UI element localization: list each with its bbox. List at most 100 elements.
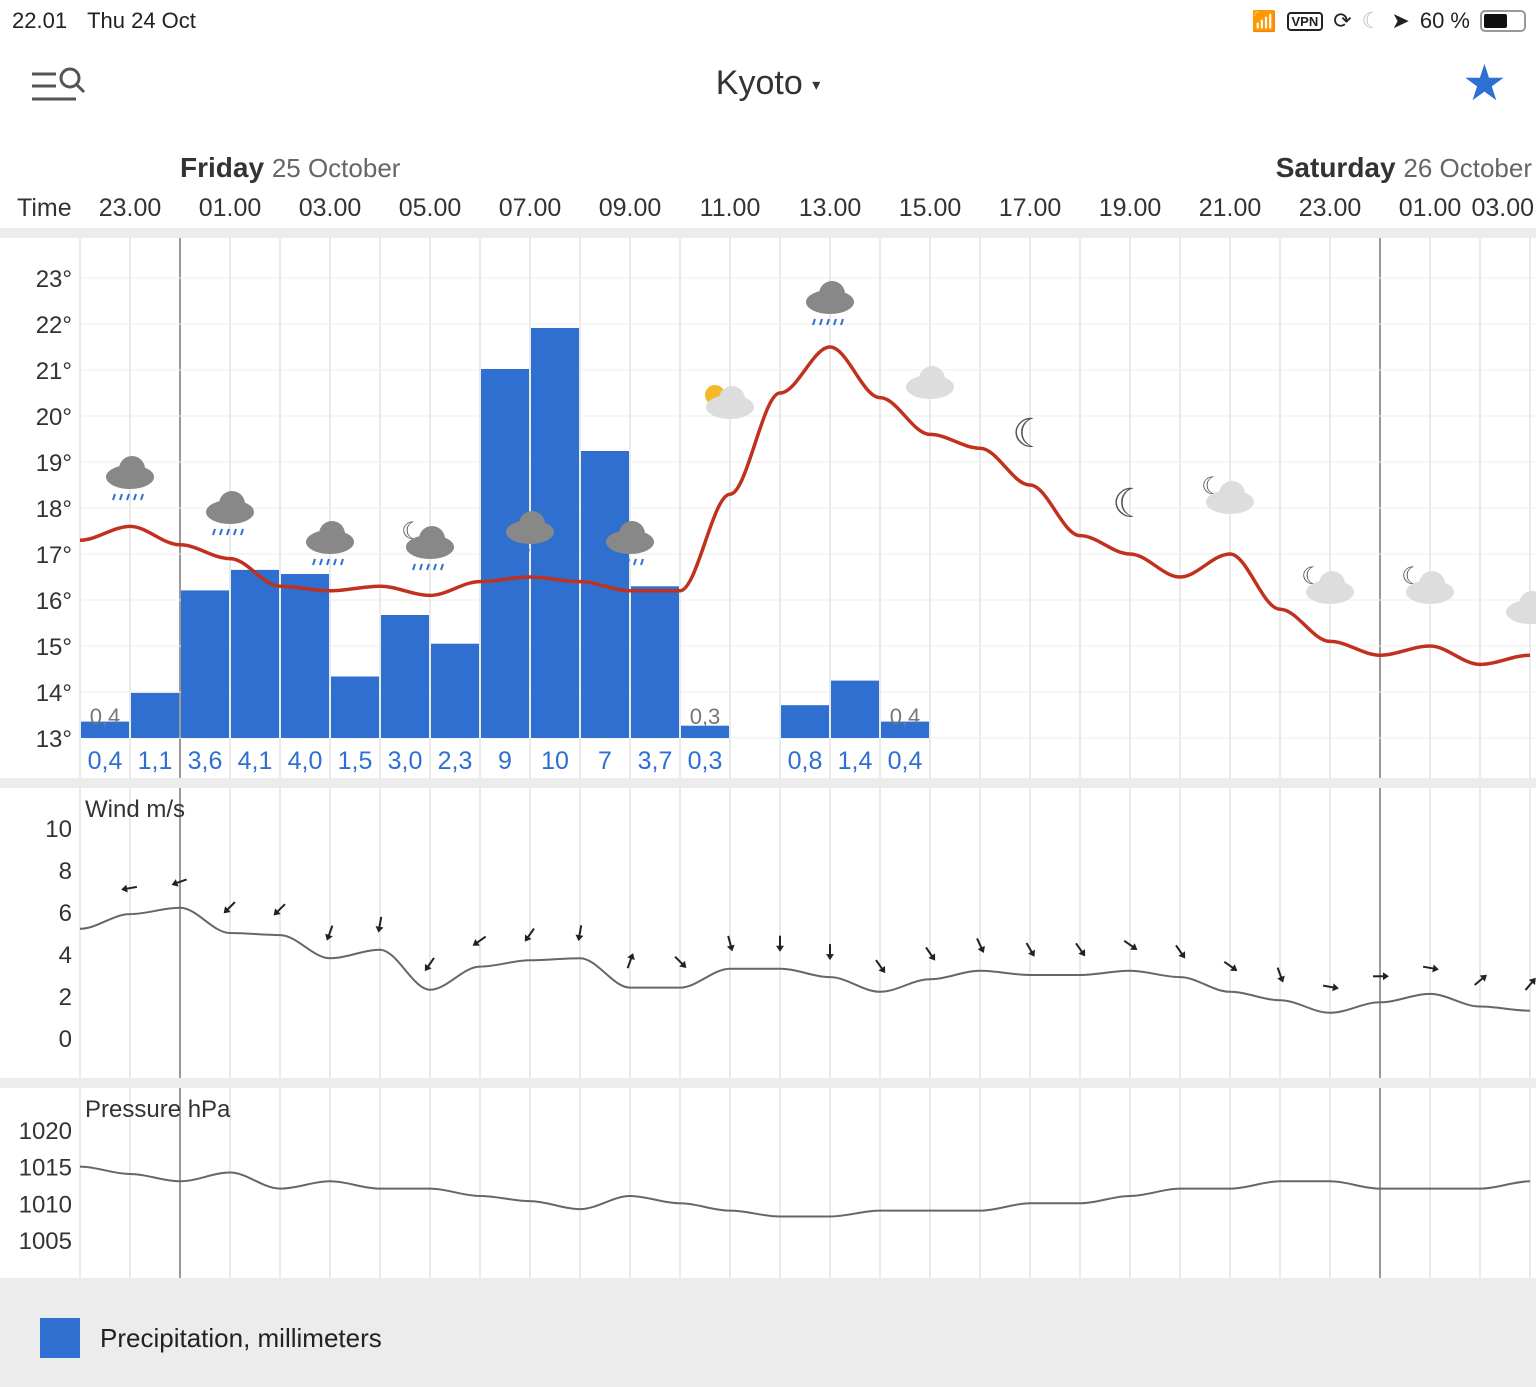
arrow-head <box>1277 975 1285 983</box>
location-icon: ➤ <box>1391 8 1410 33</box>
precipitation-value: 4,1 <box>238 747 273 775</box>
rain-drop <box>133 493 137 501</box>
precipitation-bar <box>681 725 729 738</box>
y-tick-label: 0 <box>59 1026 72 1053</box>
time-label-item: 11.00 <box>699 194 761 222</box>
precipitation-value: 10 <box>541 747 569 775</box>
arrow-head <box>1078 949 1086 957</box>
rain-drop <box>426 563 430 571</box>
weather-icon-night-rain: ☾ <box>401 518 454 571</box>
weather-icon-night-cloudy: ☾ <box>1401 563 1454 604</box>
arrow-head <box>1178 951 1186 959</box>
rain-drop <box>526 548 530 556</box>
wind-arrow-icon <box>1075 942 1086 957</box>
battery-percent: 60 % <box>1419 8 1470 33</box>
status-date: Thu 24 Oct <box>87 8 196 33</box>
rain-drop <box>840 318 844 326</box>
precipitation-bar <box>781 705 829 738</box>
rain-drop <box>233 528 237 536</box>
arrow-head <box>171 879 179 887</box>
y-tick-label: 13° <box>36 726 72 753</box>
cloud-icon <box>1519 591 1536 617</box>
arrow-head <box>776 945 784 952</box>
wind-arrow-icon <box>375 916 384 933</box>
precipitation-value: 3,6 <box>188 747 223 775</box>
rain-drop <box>412 563 416 571</box>
vpn-badge: VPN <box>1286 11 1324 31</box>
weather-icon-night-cloudy: ☾ <box>1301 563 1354 604</box>
wind-title: Wind m/s <box>85 796 185 823</box>
cloud-icon <box>619 521 645 547</box>
precipitation-bar <box>81 721 129 738</box>
precipitation-value: 4,0 <box>288 747 323 775</box>
rain-drop <box>140 493 144 501</box>
y-tick-label: 1020 <box>19 1118 72 1145</box>
wind-arrow-icon <box>626 953 635 969</box>
cloud-icon <box>1319 571 1345 597</box>
y-tick-label: 10 <box>45 816 72 843</box>
arrow-head <box>121 884 128 893</box>
rain-drop <box>640 558 644 566</box>
precipitation-value: 0,8 <box>788 747 823 775</box>
precipitation-bar <box>431 643 479 738</box>
y-tick-label: 2 <box>59 984 72 1011</box>
weather-icon-cloudy <box>906 366 954 399</box>
arrow-head <box>679 960 687 968</box>
precipitation-bar <box>331 676 379 738</box>
divider <box>0 1078 1536 1088</box>
wind-arrow-icon <box>1373 972 1389 981</box>
precipitation-value: 0,4 <box>88 747 123 775</box>
divider <box>0 778 1536 788</box>
rain-drop <box>533 548 537 556</box>
wind-arrow-icon <box>1473 974 1487 986</box>
time-label-item: 23.00 <box>98 194 162 222</box>
arrow-head <box>375 926 384 933</box>
arrow-head <box>1383 972 1389 981</box>
time-label-item: 03.00 <box>1471 194 1534 222</box>
y-tick-label: 6 <box>59 900 72 927</box>
precipitation-legend-label: Precipitation, millimeters <box>100 1323 382 1353</box>
y-tick-label: 14° <box>36 680 72 707</box>
rotation-lock-icon: ⟳ <box>1333 8 1352 33</box>
bar-annotation: 0,4 <box>90 704 121 729</box>
rain-drop <box>333 558 337 566</box>
arrow-head <box>1230 964 1238 971</box>
weather-icon-cloudy <box>1506 591 1536 624</box>
wind-arrow-icon <box>171 878 187 887</box>
y-tick-label: 19° <box>36 450 72 477</box>
weather-icon-clear-night: ☾ <box>1012 412 1048 456</box>
location-selector[interactable]: Kyoto ▾ <box>0 64 1536 103</box>
pressure-title: Pressure hPa <box>85 1096 231 1123</box>
wind-arrow-icon <box>472 935 487 946</box>
pressure-line <box>79 1165 1531 1218</box>
star-icon[interactable]: ★ <box>1462 55 1507 111</box>
rain-drop <box>240 528 244 536</box>
bar-annotation: 0,4 <box>890 704 921 729</box>
arrow-head <box>273 908 281 916</box>
arrow-head <box>1130 943 1138 950</box>
temperature-line <box>79 345 1531 667</box>
precipitation-value: 9 <box>498 747 512 775</box>
wind-speed-line <box>79 906 1531 1014</box>
cloud-icon <box>419 526 445 552</box>
weather-icon-night-cloudy: ☾ <box>1201 473 1254 514</box>
precipitation-bar <box>381 615 429 738</box>
weather-icon-rain <box>806 281 854 326</box>
time-label-item: 15.00 <box>898 194 962 222</box>
arrow-head <box>575 934 584 942</box>
rain-drop <box>512 548 516 556</box>
rain-drop <box>633 558 637 566</box>
rain-drop <box>319 558 323 566</box>
y-tick-label: 23° <box>36 266 72 293</box>
time-label-item: 23.00 <box>1298 194 1362 222</box>
precipitation-bar <box>181 590 229 738</box>
divider <box>0 228 1536 238</box>
menu-search-icon[interactable] <box>30 66 88 106</box>
y-tick-label: 20° <box>36 404 72 431</box>
rain-drop <box>812 318 816 326</box>
wind-arrow-icon <box>1422 964 1439 973</box>
moon-icon: ☾ <box>1112 482 1148 526</box>
weather-icon-clear-night: ☾ <box>1112 482 1148 526</box>
battery-icon <box>1480 10 1526 32</box>
arrow-head <box>223 906 231 914</box>
